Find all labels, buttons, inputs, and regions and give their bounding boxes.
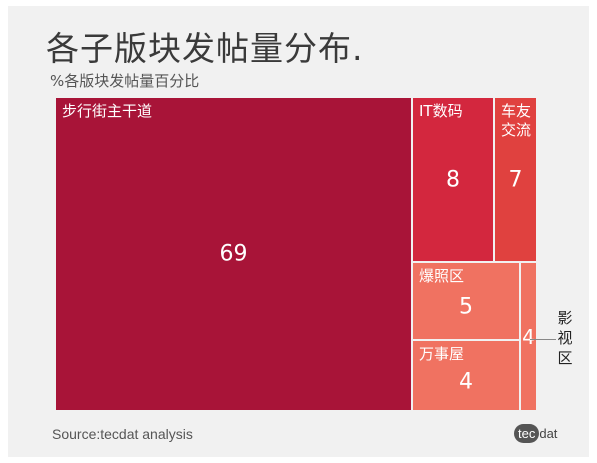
logo-text: dat — [539, 425, 558, 441]
tile-baozhao: 爆照区 5 — [413, 263, 521, 341]
tile-cheyou-jiaoliu: 车友交流 7 — [495, 98, 538, 263]
tile-yingshi: 4 — [521, 263, 538, 412]
tecdat-logo: tec dat — [514, 422, 557, 444]
chart-subtitle: %各版块发帖量百分比 — [50, 72, 200, 90]
tile-value: 7 — [508, 167, 523, 192]
tile-wanshiwu: 万事屋 4 — [413, 341, 521, 412]
tile-value: 4 — [522, 324, 535, 349]
tile-label: IT数码 — [419, 102, 463, 120]
tile-label: 步行街主干道 — [62, 102, 153, 120]
tile-value: 69 — [219, 241, 248, 267]
leader-line — [530, 339, 556, 340]
tile-value: 8 — [446, 167, 460, 192]
tile-it-shuma: IT数码 8 — [413, 98, 495, 263]
chart-title: 各子版块发帖量分布. — [46, 29, 364, 68]
tile-label: 车友交流 — [501, 102, 532, 139]
tile-label: 爆照区 — [419, 267, 465, 285]
source-note: Source:tecdat analysis — [52, 426, 193, 442]
treemap: 步行街主干道 69 IT数码 8 车友交流 7 爆照区 5 万事屋 4 4 — [56, 98, 538, 412]
tile-label: 万事屋 — [419, 345, 465, 363]
logo-mark: tec — [514, 423, 540, 443]
tile-value: 4 — [459, 369, 473, 395]
tile-value: 5 — [459, 294, 473, 320]
tile-label-outside: 影视区 — [557, 309, 573, 367]
tile-buxingjie: 步行街主干道 69 — [56, 98, 413, 412]
